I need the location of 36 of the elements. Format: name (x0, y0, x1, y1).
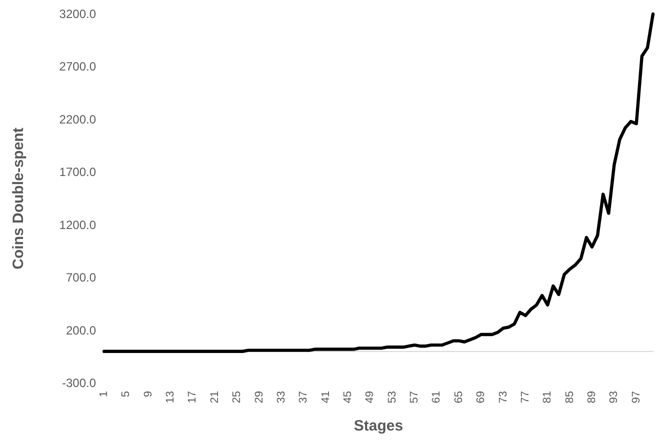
x-tick-label: 49 (364, 391, 376, 404)
x-tick-label: 61 (430, 391, 443, 404)
y-tick-label: -300.0 (62, 376, 96, 390)
x-tick-label: 33 (275, 391, 288, 404)
x-tick-label: 45 (342, 391, 354, 404)
y-tick-label: 200.0 (66, 323, 96, 338)
x-tick-label: 1 (98, 391, 110, 398)
x-tick-label: 57 (408, 391, 421, 404)
x-tick-label: 13 (164, 391, 177, 404)
y-tick-label: 1700.0 (59, 165, 96, 180)
y-axis-title: Coins Double-spent (10, 128, 27, 270)
x-tick-label: 69 (475, 391, 488, 404)
x-tick-label: 17 (186, 391, 199, 404)
x-tick-label: 21 (208, 391, 221, 404)
line-series (102, 12, 655, 353)
x-tick-label: 81 (542, 391, 554, 404)
x-tick-label: 73 (497, 391, 510, 404)
x-tick-label: 93 (608, 391, 620, 404)
y-tick-label: 2200.0 (59, 112, 96, 126)
y-tick-label: 3200.0 (59, 7, 96, 21)
x-tick-label: 53 (386, 391, 398, 404)
y-tick-label: 1200.0 (59, 218, 96, 232)
x-tick-label: 65 (452, 391, 465, 404)
y-tick-label: 2700.0 (59, 60, 96, 74)
x-axis-title: Stages (354, 418, 404, 434)
x-tick-label: 41 (320, 391, 332, 404)
x-tick-label: 97 (630, 391, 642, 404)
x-tick-label: 25 (231, 391, 244, 404)
x-tick-label: 85 (564, 391, 576, 404)
x-tick-label: 5 (120, 391, 132, 398)
x-tick-label: 77 (519, 391, 532, 404)
x-tick-label: 29 (253, 391, 266, 404)
x-tick-label: 9 (142, 391, 154, 398)
x-tick-label: 37 (298, 391, 310, 404)
x-tick-label: 89 (586, 391, 598, 404)
y-tick-label: 700.0 (66, 270, 96, 285)
